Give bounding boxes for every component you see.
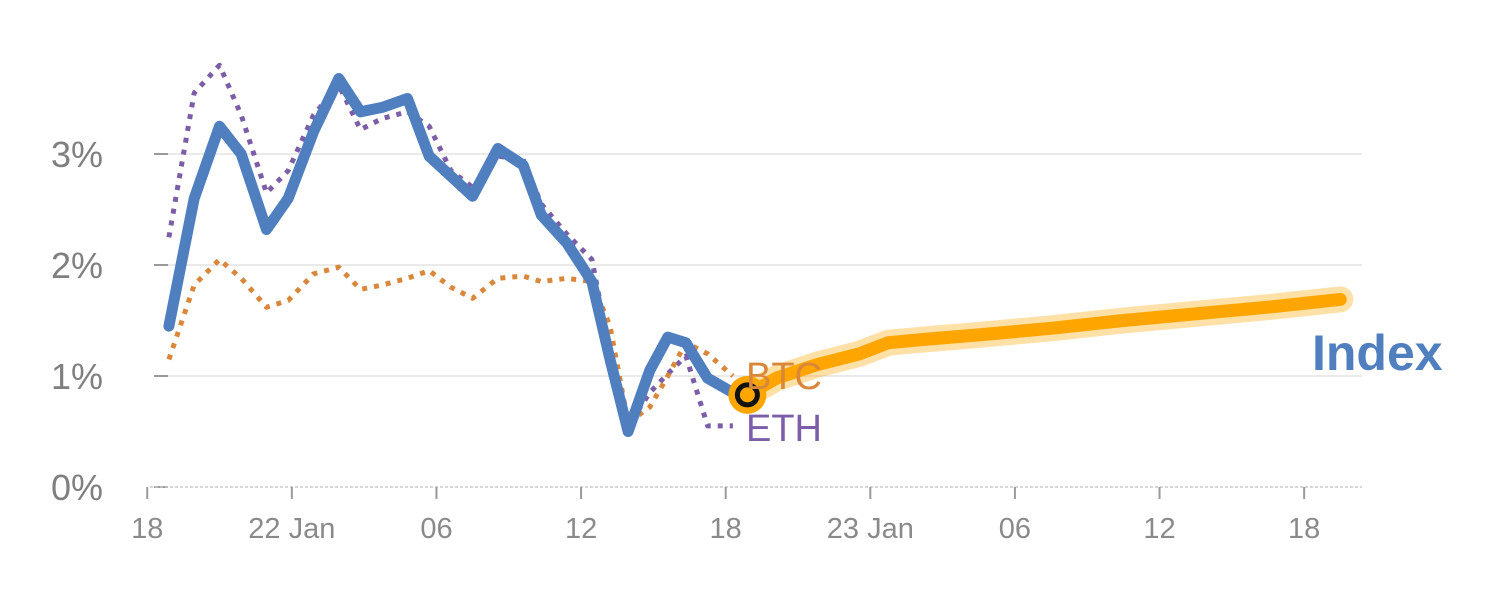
index-series-line	[163, 73, 753, 437]
x-tick-label: 23 Jan	[827, 513, 914, 545]
x-tick-label: 18	[1288, 513, 1320, 545]
x-tick-label: 18	[710, 513, 742, 545]
index-label: Index	[1312, 325, 1443, 381]
y-tick-label: 3%	[51, 134, 103, 175]
x-tick-label: 12	[1143, 513, 1175, 545]
current-point-marker	[728, 375, 767, 414]
x-tick-label: 18	[131, 513, 163, 545]
axes: 0% 1% 2% 3% 18 22 Jan 06 12 18 23 Jan 06 12 18	[51, 134, 1362, 545]
marker-ring	[734, 382, 760, 408]
x-tick-label: 06	[999, 513, 1031, 545]
x-tick-label: 22 Jan	[248, 513, 335, 545]
forecast-line	[740, 292, 1347, 402]
btc-label: BTC	[746, 356, 822, 398]
series-lines	[163, 62, 1354, 437]
y-tick-label: 0%	[51, 467, 103, 508]
eth-label: ETH	[746, 408, 822, 450]
x-tick-label: 06	[420, 513, 452, 545]
y-tick-label: 1%	[51, 356, 103, 397]
gridlines	[156, 153, 1362, 377]
y-tick-label: 2%	[51, 245, 103, 286]
btc-series-line	[166, 257, 735, 426]
marker-halo	[728, 375, 767, 414]
x-tick-label: 12	[565, 513, 597, 545]
series-labels: BTC ETH Index	[746, 325, 1443, 450]
